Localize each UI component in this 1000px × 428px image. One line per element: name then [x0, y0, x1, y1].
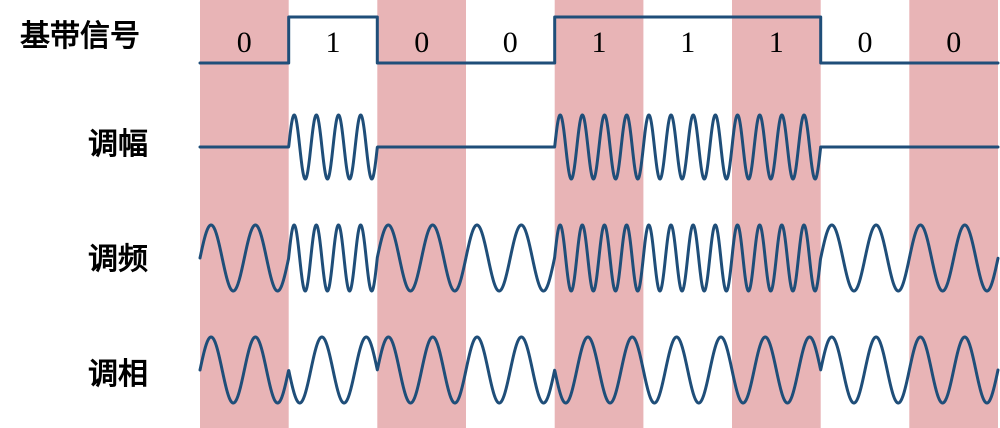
- bit-value-label: 0: [503, 26, 518, 59]
- pm-signal: [198, 335, 1000, 405]
- bit-labels: 0 1 0 0 1 1 1 0 0: [237, 26, 961, 59]
- bit-value-label: 1: [769, 26, 784, 59]
- bit-band: [909, 0, 998, 428]
- bit-value-label: 0: [946, 26, 961, 59]
- label-pm: 调相: [88, 357, 148, 392]
- bit-value-label: 0: [858, 26, 873, 59]
- label-am: 调幅: [88, 127, 148, 162]
- bit-value-label: 1: [592, 26, 607, 59]
- bit-band: [200, 0, 289, 428]
- label-baseband: 基带信号: [20, 19, 140, 54]
- bit-value-label: 0: [237, 26, 252, 59]
- bit-value-label: 1: [326, 26, 341, 59]
- bit-band: [554, 0, 644, 428]
- bit-value-label: 1: [680, 26, 695, 59]
- baseband-signal: [198, 15, 1000, 65]
- fm-signal: [198, 223, 1000, 293]
- am-signal: [198, 113, 1000, 181]
- label-fm: 调频: [88, 242, 148, 277]
- bit-value-label: 0: [414, 26, 429, 59]
- bit-band: [732, 0, 821, 428]
- bit-band: [377, 0, 466, 428]
- bit-period-bands: [200, 0, 998, 428]
